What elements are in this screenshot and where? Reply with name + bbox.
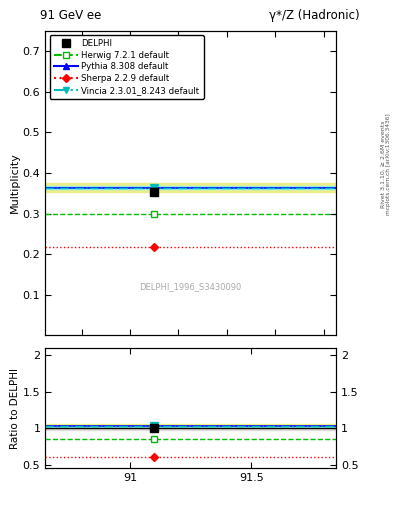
Text: DELPHI_1996_S3430090: DELPHI_1996_S3430090 xyxy=(140,282,242,291)
Bar xyxy=(45,424,336,429)
Legend: DELPHI, Herwig 7.2.1 default, Pythia 8.308 default, Sherpa 2.2.9 default, Vincia: DELPHI, Herwig 7.2.1 default, Pythia 8.3… xyxy=(50,35,204,99)
Bar xyxy=(45,426,336,430)
Y-axis label: Ratio to DELPHI: Ratio to DELPHI xyxy=(10,368,20,449)
Text: 91 GeV ee: 91 GeV ee xyxy=(40,9,101,22)
Bar xyxy=(45,183,336,191)
Bar xyxy=(45,425,336,427)
Y-axis label: Multiplicity: Multiplicity xyxy=(10,153,20,214)
Bar xyxy=(45,186,336,189)
Text: mcplots.cern.ch [arXiv:1306.3436]: mcplots.cern.ch [arXiv:1306.3436] xyxy=(386,113,391,215)
Text: Rivet 3.1.10, ≥ 2.6M events: Rivet 3.1.10, ≥ 2.6M events xyxy=(380,120,385,207)
Text: γ*/Z (Hadronic): γ*/Z (Hadronic) xyxy=(269,9,360,22)
